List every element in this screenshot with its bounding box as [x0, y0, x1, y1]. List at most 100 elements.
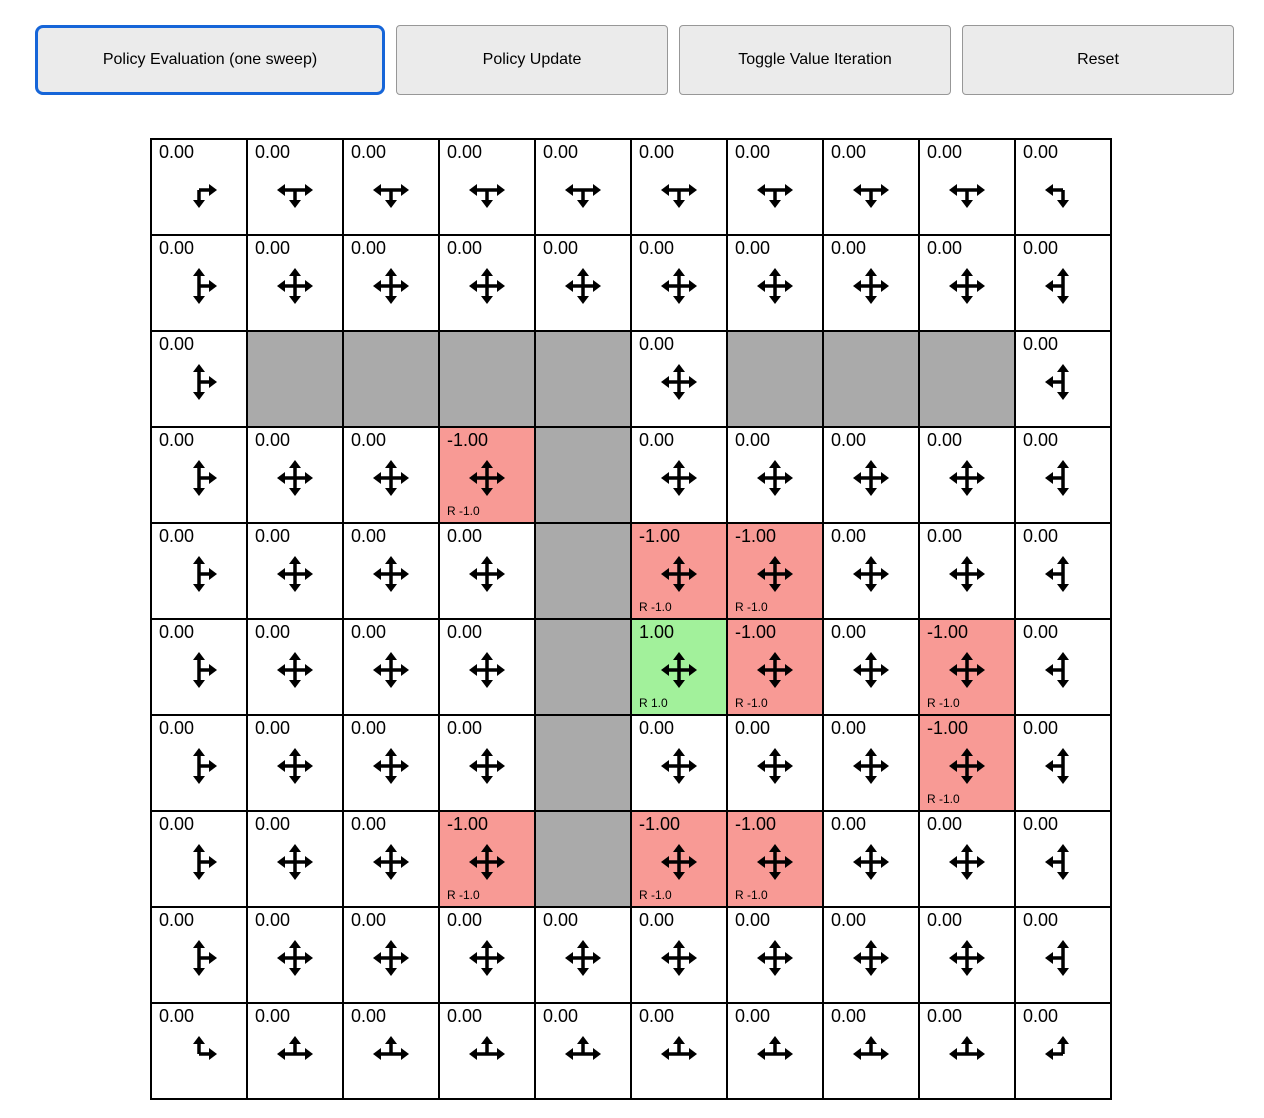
grid-cell-r7c8[interactable]: 0.00	[919, 811, 1015, 907]
grid-cell-r7c6[interactable]: -1.00 R -1.0	[727, 811, 823, 907]
grid-cell-r1c6[interactable]: 0.00	[727, 235, 823, 331]
grid-cell-r9c1[interactable]: 0.00	[247, 1003, 343, 1099]
grid-cell-r0c5[interactable]: 0.00	[631, 139, 727, 235]
grid-cell-r3c8[interactable]: 0.00	[919, 427, 1015, 523]
grid-cell-r1c9[interactable]: 0.00	[1015, 235, 1111, 331]
grid-cell-r0c6[interactable]: 0.00	[727, 139, 823, 235]
policy-arrows-icon	[1045, 747, 1069, 784]
grid-cell-r8c1[interactable]: 0.00	[247, 907, 343, 1003]
grid-cell-r8c0[interactable]: 0.00	[151, 907, 247, 1003]
grid-cell-r7c7[interactable]: 0.00	[823, 811, 919, 907]
grid-cell-r0c2[interactable]: 0.00	[343, 139, 439, 235]
grid-cell-r5c6[interactable]: -1.00 R -1.0	[727, 619, 823, 715]
policy-arrows-icon	[949, 1035, 985, 1060]
grid-cell-r3c3[interactable]: -1.00 R -1.0	[439, 427, 535, 523]
grid-cell-r3c2[interactable]: 0.00	[343, 427, 439, 523]
grid-cell-r7c5[interactable]: -1.00 R -1.0	[631, 811, 727, 907]
grid-cell-r6c5[interactable]: 0.00	[631, 715, 727, 811]
grid-cell-r1c7[interactable]: 0.00	[823, 235, 919, 331]
grid-cell-r0c3[interactable]: 0.00	[439, 139, 535, 235]
grid-cell-r4c1[interactable]: 0.00	[247, 523, 343, 619]
grid-cell-r9c7[interactable]: 0.00	[823, 1003, 919, 1099]
grid-cell-r5c8[interactable]: -1.00 R -1.0	[919, 619, 1015, 715]
grid-cell-r5c0[interactable]: 0.00	[151, 619, 247, 715]
grid-cell-r1c5[interactable]: 0.00	[631, 235, 727, 331]
grid-cell-r9c2[interactable]: 0.00	[343, 1003, 439, 1099]
grid-cell-r7c9[interactable]: 0.00	[1015, 811, 1111, 907]
grid-cell-r0c8[interactable]: 0.00	[919, 139, 1015, 235]
grid-cell-r3c9[interactable]: 0.00	[1015, 427, 1111, 523]
grid-cell-r5c5[interactable]: 1.00 R 1.0	[631, 619, 727, 715]
grid-cell-r7c3[interactable]: -1.00 R -1.0	[439, 811, 535, 907]
grid-cell-r7c1[interactable]: 0.00	[247, 811, 343, 907]
cell-value: 0.00	[1023, 910, 1059, 930]
grid-cell-r3c0[interactable]: 0.00	[151, 427, 247, 523]
reset-button[interactable]: Reset	[962, 25, 1234, 95]
grid-cell-r8c6[interactable]: 0.00	[727, 907, 823, 1003]
grid-cell-r5c9[interactable]: 0.00	[1015, 619, 1111, 715]
grid-cell-r8c2[interactable]: 0.00	[343, 907, 439, 1003]
grid-cell-r4c9[interactable]: 0.00	[1015, 523, 1111, 619]
grid-cell-r4c5[interactable]: -1.00 R -1.0	[631, 523, 727, 619]
grid-cell-r4c7[interactable]: 0.00	[823, 523, 919, 619]
grid-cell-r0c7[interactable]: 0.00	[823, 139, 919, 235]
grid-cell-r2c0[interactable]: 0.00	[151, 331, 247, 427]
grid-cell-r0c4[interactable]: 0.00	[535, 139, 631, 235]
grid-cell-r9c5[interactable]: 0.00	[631, 1003, 727, 1099]
grid-cell-r7c0[interactable]: 0.00	[151, 811, 247, 907]
grid-cell-r9c6[interactable]: 0.00	[727, 1003, 823, 1099]
cell-value: 0.00	[159, 526, 195, 546]
toggle-value-iteration-button[interactable]: Toggle Value Iteration	[679, 25, 951, 95]
grid-cell-r7c2[interactable]: 0.00	[343, 811, 439, 907]
grid-cell-r6c1[interactable]: 0.00	[247, 715, 343, 811]
grid-cell-r1c4[interactable]: 0.00	[535, 235, 631, 331]
grid-cell-r1c3[interactable]: 0.00	[439, 235, 535, 331]
grid-cell-r8c7[interactable]: 0.00	[823, 907, 919, 1003]
grid-cell-r6c9[interactable]: 0.00	[1015, 715, 1111, 811]
grid-cell-r9c3[interactable]: 0.00	[439, 1003, 535, 1099]
policy-arrows-icon	[277, 651, 313, 688]
grid-cell-r3c7[interactable]: 0.00	[823, 427, 919, 523]
grid-cell-r3c5[interactable]: 0.00	[631, 427, 727, 523]
grid-cell-r8c9[interactable]: 0.00	[1015, 907, 1111, 1003]
grid-cell-r1c8[interactable]: 0.00	[919, 235, 1015, 331]
grid-cell-r5c3[interactable]: 0.00	[439, 619, 535, 715]
grid-cell-r4c0[interactable]: 0.00	[151, 523, 247, 619]
grid-cell-r0c9[interactable]: 0.00	[1015, 139, 1111, 235]
grid-cell-r6c2[interactable]: 0.00	[343, 715, 439, 811]
grid-cell-r0c1[interactable]: 0.00	[247, 139, 343, 235]
grid-cell-r1c2[interactable]: 0.00	[343, 235, 439, 331]
grid-cell-r4c2[interactable]: 0.00	[343, 523, 439, 619]
grid-cell-r6c6[interactable]: 0.00	[727, 715, 823, 811]
grid-cell-r9c0[interactable]: 0.00	[151, 1003, 247, 1099]
grid-cell-r8c5[interactable]: 0.00	[631, 907, 727, 1003]
grid-cell-r3c1[interactable]: 0.00	[247, 427, 343, 523]
grid-cell-r1c1[interactable]: 0.00	[247, 235, 343, 331]
policy-arrows-icon	[469, 843, 505, 880]
grid-cell-r0c0[interactable]: 0.00	[151, 139, 247, 235]
grid-cell-r2c9[interactable]: 0.00	[1015, 331, 1111, 427]
policy-update-button[interactable]: Policy Update	[396, 25, 668, 95]
grid-cell-r4c6[interactable]: -1.00 R -1.0	[727, 523, 823, 619]
grid-cell-r6c8[interactable]: -1.00 R -1.0	[919, 715, 1015, 811]
grid-cell-r8c8[interactable]: 0.00	[919, 907, 1015, 1003]
grid-cell-r9c9[interactable]: 0.00	[1015, 1003, 1111, 1099]
grid-cell-r5c2[interactable]: 0.00	[343, 619, 439, 715]
grid-cell-r4c3[interactable]: 0.00	[439, 523, 535, 619]
grid-cell-r8c4[interactable]: 0.00	[535, 907, 631, 1003]
grid-cell-r9c8[interactable]: 0.00	[919, 1003, 1015, 1099]
grid-cell-r9c4[interactable]: 0.00	[535, 1003, 631, 1099]
grid-cell-r6c7[interactable]: 0.00	[823, 715, 919, 811]
grid-cell-r1c0[interactable]: 0.00	[151, 235, 247, 331]
grid-cell-r2c5[interactable]: 0.00	[631, 331, 727, 427]
grid-cell-r5c7[interactable]: 0.00	[823, 619, 919, 715]
grid-cell-r5c1[interactable]: 0.00	[247, 619, 343, 715]
grid-cell-r4c8[interactable]: 0.00	[919, 523, 1015, 619]
grid-cell-r6c0[interactable]: 0.00	[151, 715, 247, 811]
policy-evaluation-button[interactable]: Policy Evaluation (one sweep)	[35, 25, 385, 95]
grid-cell-r3c6[interactable]: 0.00	[727, 427, 823, 523]
cell-value: 0.00	[735, 430, 771, 450]
grid-cell-r8c3[interactable]: 0.00	[439, 907, 535, 1003]
cell-value: 0.00	[447, 1006, 483, 1026]
grid-cell-r6c3[interactable]: 0.00	[439, 715, 535, 811]
